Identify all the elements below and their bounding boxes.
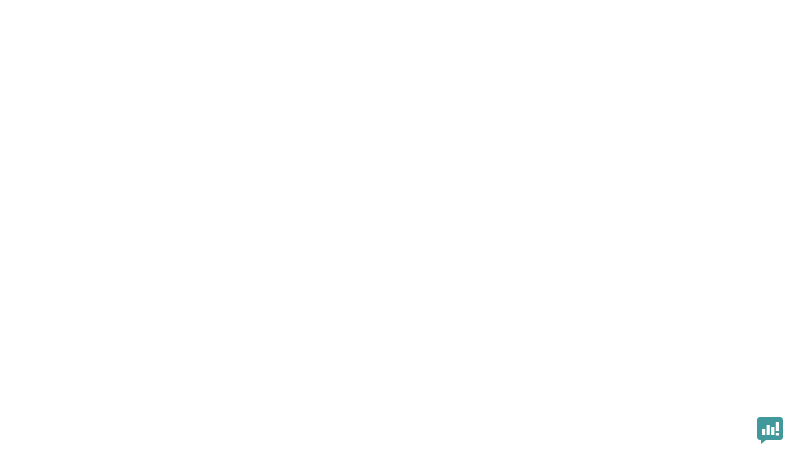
newsworthy-bubble-chart-icon — [756, 416, 784, 444]
brand-logo — [756, 416, 793, 444]
